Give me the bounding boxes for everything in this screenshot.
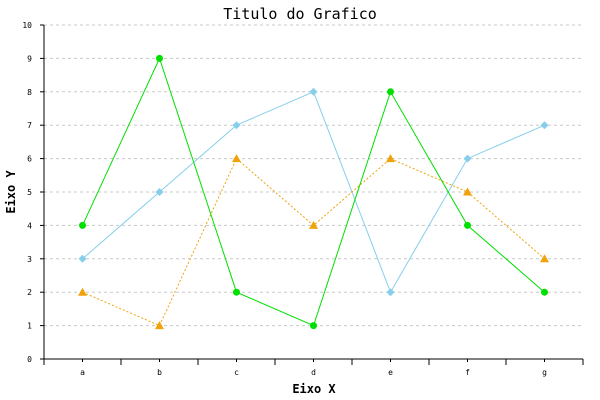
series-layer	[78, 54, 549, 330]
chart-title: Titulo do Grafico	[223, 5, 377, 23]
x-tick-label-e: e	[388, 368, 393, 377]
series-1-point-e	[386, 154, 395, 163]
series-1-point-f	[463, 187, 472, 196]
series-2-point-e	[387, 88, 394, 96]
y-tick-label-9: 9	[27, 54, 32, 63]
series-2-point-d	[310, 322, 317, 330]
x-tick-label-c: c	[234, 368, 239, 377]
series-1-point-g	[540, 254, 549, 263]
y-tick-label-2: 2	[27, 288, 32, 297]
series-0-point-f	[463, 154, 472, 163]
series-1-point-c	[232, 154, 241, 163]
series-1-point-a	[78, 287, 87, 296]
y-tick-label-6: 6	[27, 155, 32, 164]
y-tick-label-7: 7	[27, 121, 32, 130]
series-0-point-d	[309, 87, 318, 96]
series-2	[79, 54, 548, 330]
series-0-point-a	[78, 254, 87, 263]
series-1-point-d	[309, 220, 318, 229]
y-tick-label-3: 3	[27, 255, 32, 264]
y-tick-label-1: 1	[27, 322, 32, 331]
x-tick-label-d: d	[311, 368, 316, 377]
x-axis-label: Eixo X	[292, 382, 336, 396]
y-tick-label-4: 4	[27, 221, 32, 230]
series-2-point-a	[79, 221, 86, 229]
series-0-point-c	[232, 121, 241, 130]
series-0	[78, 87, 549, 297]
x-tick-label-a: a	[80, 368, 85, 377]
y-axis-label: Eixo Y	[4, 170, 18, 214]
series-2-point-g	[541, 288, 548, 296]
x-tick-label-f: f	[465, 368, 470, 377]
series-0-point-g	[540, 121, 549, 130]
series-2-point-f	[464, 221, 471, 229]
ticks: 0 1 2 3 4 5 6 7 8 9 10 a b c d e f g	[22, 21, 584, 377]
series-0-point-b	[155, 188, 164, 196]
series-2-point-b	[156, 54, 163, 62]
series-1	[78, 154, 549, 330]
series-1-point-b	[155, 321, 164, 330]
x-tick-label-g: g	[542, 368, 547, 377]
series-0-point-e	[386, 288, 395, 297]
series-2-point-c	[233, 288, 240, 296]
y-tick-label-5: 5	[27, 188, 32, 197]
y-tick-label-10: 10	[22, 21, 32, 30]
y-tick-label-8: 8	[27, 88, 32, 97]
y-tick-label-0: 0	[27, 355, 32, 364]
x-tick-label-b: b	[157, 368, 162, 377]
